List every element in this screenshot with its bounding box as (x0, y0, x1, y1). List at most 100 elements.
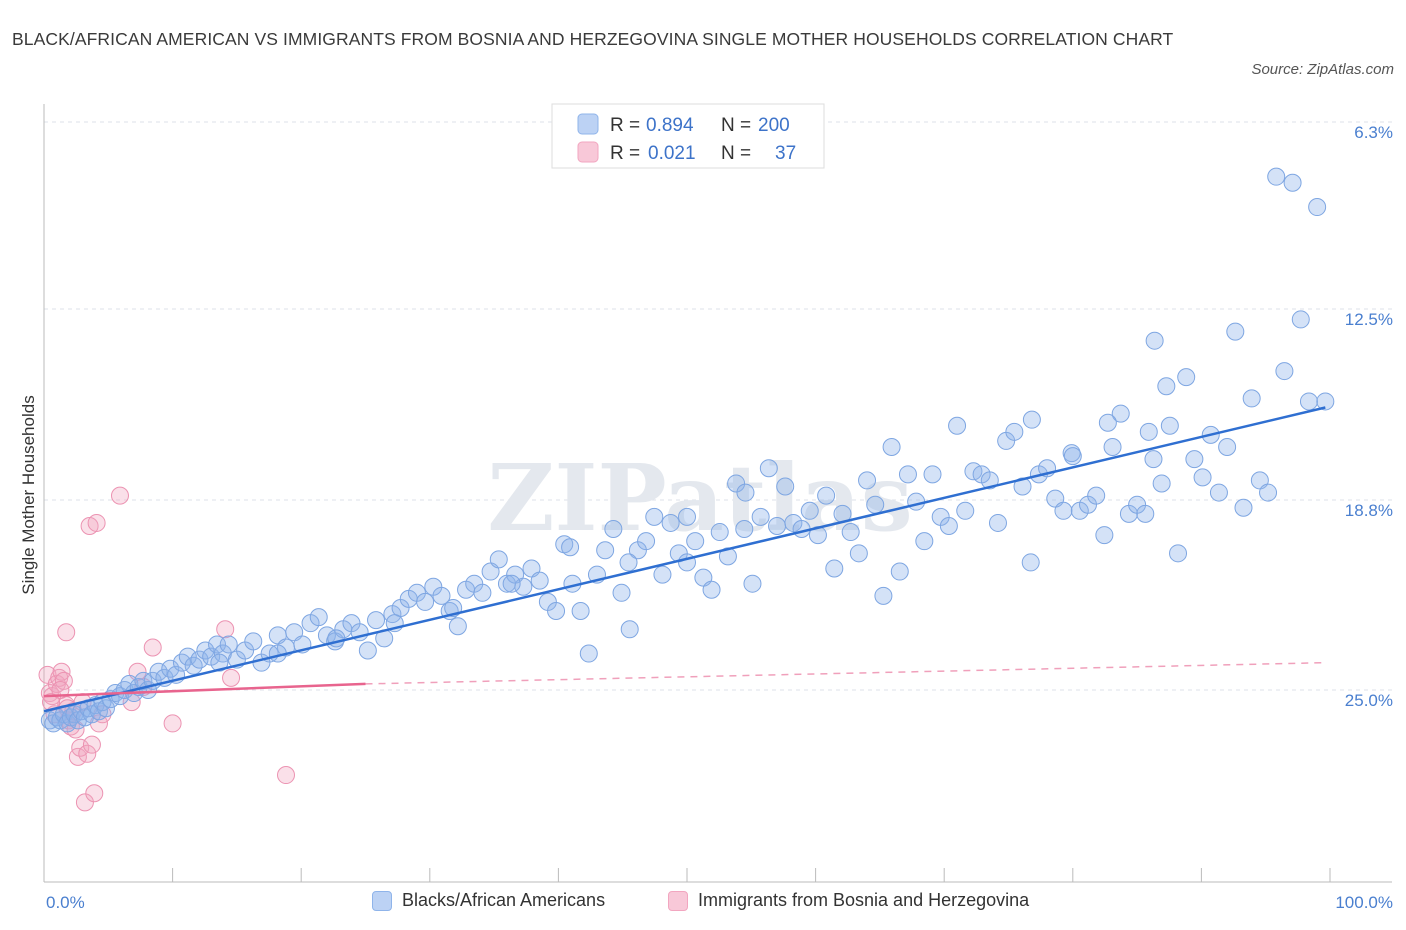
point-bosnia (75, 793, 94, 812)
point-blacks (1193, 468, 1212, 487)
source-label: Source: ZipAtlas.com (1251, 61, 1394, 78)
legend-swatch-blue (577, 113, 599, 135)
point-blacks (702, 580, 721, 599)
point-blacks (1152, 474, 1171, 493)
point-blacks (58, 714, 77, 733)
trend-line-bosnia (43, 682, 366, 698)
point-blacks (1103, 438, 1122, 457)
trend-lines (43, 406, 1326, 713)
point-blacks (514, 577, 533, 596)
point-blacks (612, 583, 631, 602)
legend-r-value-2: 0.021 (648, 143, 696, 164)
legend-r-value-1: 0.894 (646, 115, 694, 136)
point-blacks (637, 532, 656, 551)
point-blacks (547, 602, 566, 621)
point-bosnia (87, 513, 106, 532)
point-blacks (743, 574, 762, 593)
point-blacks (1218, 438, 1237, 457)
point-bosnia (78, 744, 97, 763)
x-tick-labels: 0.0% 100.0% (46, 893, 1393, 912)
point-bosnia (82, 735, 101, 754)
point-blacks (849, 544, 868, 563)
point-blacks (686, 532, 705, 551)
trend-line-blacks (43, 406, 1326, 713)
point-blacks (530, 571, 549, 590)
point-blacks (1259, 483, 1278, 502)
point-blacks (825, 559, 844, 578)
y-tick-label: 25.0% (1345, 691, 1393, 710)
point-blacks (735, 520, 754, 539)
point-blacks (882, 438, 901, 457)
correlation-legend: R = 0.894 N = 200 R = 0.021 N = 37 (551, 103, 825, 169)
point-blacks (759, 459, 778, 478)
point-blacks (596, 541, 615, 560)
point-blacks (866, 495, 885, 514)
legend-r-label-2: R = (610, 143, 640, 164)
point-blacks (1291, 310, 1310, 329)
trend-line-bosnia-extension (365, 661, 1326, 685)
point-bosnia (85, 784, 104, 803)
point-blacks (489, 550, 508, 569)
point-bosnia (143, 638, 162, 657)
point-blacks (367, 611, 386, 630)
point-blacks (620, 620, 639, 639)
point-bosnia (216, 620, 235, 639)
legend-swatch-pink-icon (668, 890, 688, 911)
x-tick-label: 0.0% (46, 893, 85, 912)
point-blacks (1160, 416, 1179, 435)
point-blacks (907, 492, 926, 511)
point-blacks (448, 617, 467, 636)
point-blacks (178, 647, 197, 666)
y-tick-label: 12.5% (1345, 310, 1393, 329)
legend-label-blacks: Blacks/African Americans (402, 890, 606, 910)
point-blacks (923, 465, 942, 484)
legend-n-label-2: N = (721, 143, 751, 164)
point-blacks (1226, 322, 1245, 341)
point-blacks (1209, 483, 1228, 502)
point-blacks (219, 635, 238, 654)
point-blacks (1145, 331, 1164, 350)
point-blacks (874, 586, 893, 605)
axes (43, 104, 1392, 883)
legend-n-value-2: 37 (775, 143, 796, 164)
point-blacks (1021, 553, 1040, 572)
point-blacks (890, 562, 909, 581)
point-blacks (1139, 422, 1158, 441)
y-axis-label: Single Mother Households (19, 395, 38, 594)
point-bosnia (71, 738, 90, 757)
point-blacks (768, 516, 787, 535)
point-blacks (898, 465, 917, 484)
point-blacks (502, 574, 521, 593)
point-blacks (1144, 450, 1163, 469)
point-blacks (1267, 167, 1286, 186)
point-bosnia (277, 766, 296, 785)
point-blacks (1308, 198, 1327, 217)
point-blacks (1316, 392, 1335, 411)
point-blacks (1234, 498, 1253, 517)
point-bosnia (40, 684, 59, 703)
chart-title: BLACK/AFRICAN AMERICAN VS IMMIGRANTS FRO… (12, 29, 1174, 49)
point-blacks (579, 644, 598, 663)
legend-r-label-1: R = (610, 115, 640, 136)
point-bosnia (38, 665, 57, 684)
point-blacks (1299, 392, 1318, 411)
point-blacks (210, 653, 229, 672)
point-blacks (190, 650, 209, 669)
point-blacks (858, 471, 877, 490)
legend-label-bosnia: Immigrants from Bosnia and Herzegovina (698, 890, 1030, 910)
legend-swatch-blue-icon (372, 890, 392, 911)
point-blacks (736, 483, 755, 502)
point-blacks (980, 471, 999, 490)
y-tick-label: 18.8% (1345, 501, 1393, 520)
point-blacks (678, 507, 696, 526)
point-bosnia (222, 668, 241, 687)
point-bosnia (54, 671, 73, 690)
point-blacks (358, 641, 377, 660)
point-blacks (432, 586, 451, 605)
point-blacks (1136, 504, 1155, 523)
point-blacks (751, 507, 770, 526)
legend-n-value-1: 200 (758, 115, 790, 136)
point-blacks (96, 699, 115, 718)
point-blacks (561, 538, 580, 557)
point-blacks (1005, 422, 1024, 441)
